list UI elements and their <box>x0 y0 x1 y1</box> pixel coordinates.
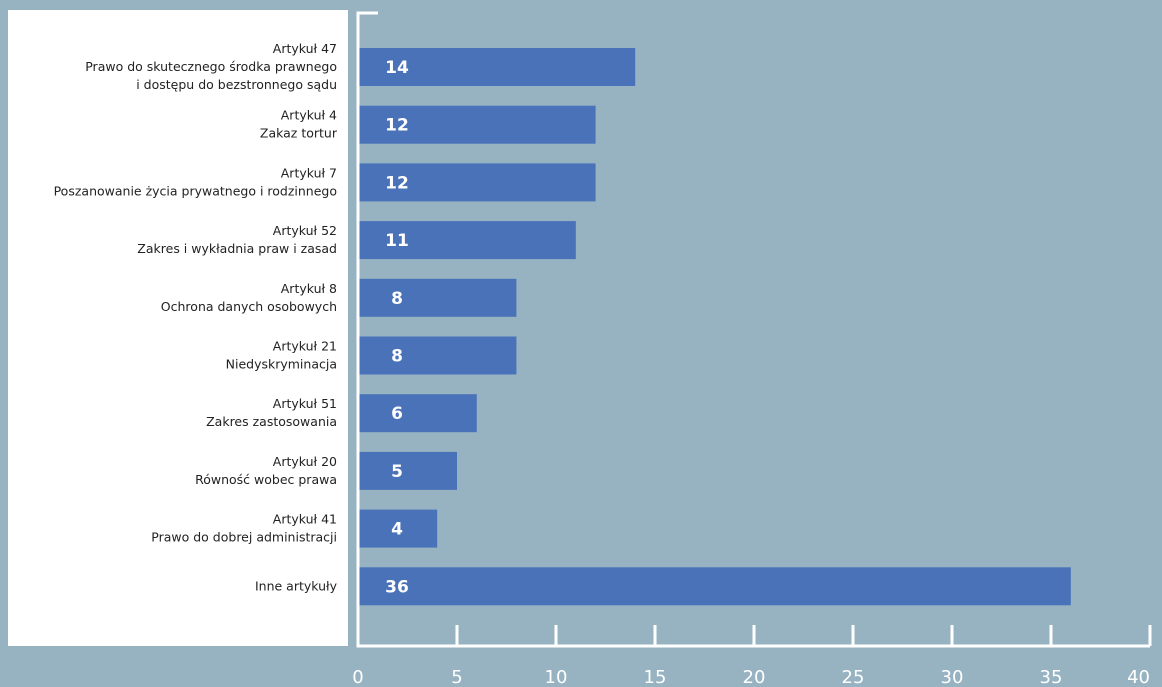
x-tick-label: 30 <box>941 667 964 687</box>
category-label: Artykuł 8 Ochrona danych osobowych <box>161 281 337 314</box>
label-panel <box>8 10 348 646</box>
category-label-line: Artykuł 51 <box>273 396 337 411</box>
category-label-line: Zakres i wykładnia praw i zasad <box>137 241 337 256</box>
category-label: Artykuł 4 Zakaz tortur <box>260 108 338 141</box>
x-tick-label: 25 <box>842 667 865 687</box>
category-label: Artykuł 47 Prawo do skutecznego środka pr… <box>85 41 337 92</box>
category-label-line: Poszanowanie życia prywatnego i rodzinne… <box>54 183 337 198</box>
category-labels: Artykuł 47 Prawo do skutecznego środka pr… <box>54 41 338 593</box>
category-label: Artykuł 20 Równość wobec prawa <box>195 454 337 487</box>
category-label: Inne artykuły <box>255 578 338 593</box>
category-label-line: Artykuł 47 <box>273 41 337 56</box>
category-label: Artykuł 7 Poszanowanie życia prywatnego i… <box>54 165 337 198</box>
category-label-line: Prawo do dobrej administracji <box>151 530 337 545</box>
category-label-line: Równość wobec prawa <box>195 472 337 487</box>
category-label-line: Artykuł 4 <box>281 108 337 123</box>
bar-value-label: 14 <box>385 58 409 78</box>
category-label-line: Artykuł 52 <box>273 223 337 238</box>
bar <box>358 394 477 433</box>
x-tick-label: 40 <box>1127 667 1150 687</box>
bar-value-label: 8 <box>391 347 403 367</box>
bar <box>358 221 576 260</box>
category-label-line: Artykuł 21 <box>273 339 337 354</box>
bar-value-label: 8 <box>391 289 403 309</box>
x-tick-label: 20 <box>743 667 766 687</box>
bar <box>358 105 596 144</box>
category-label-line: Artykuł 8 <box>281 281 337 296</box>
x-tick-label: 15 <box>644 667 667 687</box>
bar <box>358 336 517 375</box>
category-label-line: Artykuł 7 <box>281 165 337 180</box>
bar <box>358 48 636 86</box>
category-label-line: Artykuł 20 <box>273 454 337 469</box>
category-label-line: Niedyskryminacja <box>226 357 337 372</box>
bar-value-label: 36 <box>385 577 409 597</box>
bar-value-label: 12 <box>385 116 409 136</box>
bar <box>358 278 517 317</box>
bar <box>358 451 457 490</box>
category-label-line: Artykuł 41 <box>273 512 337 527</box>
x-tick-label: 0 <box>352 667 363 687</box>
category-label: Artykuł 52 Zakres i wykładnia praw i zasa… <box>137 223 337 256</box>
bar <box>358 163 596 202</box>
category-label: Artykuł 21 Niedyskryminacja <box>226 339 337 372</box>
category-label-line: Zakres zastosowania <box>206 414 337 429</box>
bar-value-label: 11 <box>385 231 409 251</box>
category-label: Artykuł 41 Prawo do dobrej administracji <box>151 512 337 545</box>
bar-value-label: 6 <box>391 404 403 424</box>
category-label-line: i dostępu do bezstronnego sądu <box>136 77 337 92</box>
bar-value-labels: 14 12 12 11 8 8 6 5 4 36 <box>385 58 409 597</box>
bar-value-label: 5 <box>391 462 403 482</box>
category-label-line: Ochrona danych osobowych <box>161 299 337 314</box>
category-label: Artykuł 51 Zakres zastosowania <box>206 396 337 429</box>
category-label-line: Prawo do skutecznego środka prawnego <box>85 59 337 74</box>
bar <box>358 509 438 548</box>
bar <box>358 567 1071 606</box>
bar-value-label: 12 <box>385 173 409 193</box>
x-tick-label: 35 <box>1040 667 1063 687</box>
bar-value-label: 4 <box>391 520 403 540</box>
bars <box>358 48 1071 606</box>
x-axis-ticks: 0 5 10 15 20 25 30 35 40 <box>352 625 1152 687</box>
category-label-line: Inne artykuły <box>255 578 338 593</box>
x-tick-label: 10 <box>545 667 568 687</box>
x-tick-label: 5 <box>451 667 462 687</box>
category-label-line: Zakaz tortur <box>260 126 338 141</box>
